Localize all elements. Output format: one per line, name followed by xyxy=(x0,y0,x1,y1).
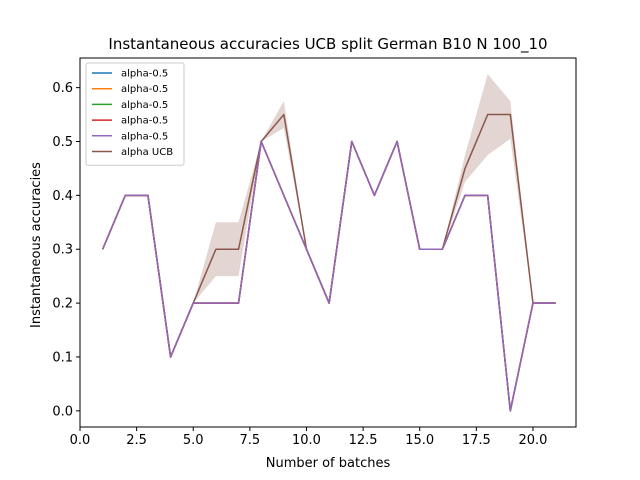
y-tick-label: 0.6 xyxy=(52,81,73,96)
y-tick-label: 0.2 xyxy=(52,297,73,312)
x-axis-label: Number of batches xyxy=(266,456,391,471)
axes-frame xyxy=(79,57,577,428)
legend-label-1: alpha-0.5 xyxy=(121,69,168,80)
x-tick-label: 5.0 xyxy=(183,433,204,448)
x-tick-label: 15.0 xyxy=(405,433,434,448)
y-axis-label: Instantaneous accuracies xyxy=(29,162,44,328)
legend-label-2: alpha-0.5 xyxy=(121,84,168,95)
series-line-5 xyxy=(101,140,556,412)
x-tick-label: 0.0 xyxy=(70,433,91,448)
y-tick-label: 0.1 xyxy=(52,350,73,365)
plot-area xyxy=(101,74,556,412)
x-tick-label: 10.0 xyxy=(292,433,321,448)
y-tick-label: 0.3 xyxy=(52,243,73,258)
x-tick-label: 12.5 xyxy=(349,433,378,448)
legend-label-5: alpha-0.5 xyxy=(121,131,168,142)
y-tick-label: 0.0 xyxy=(52,404,73,419)
x-tick-label: 2.5 xyxy=(126,433,147,448)
chart-title: Instantaneous accuracies UCB split Germa… xyxy=(108,35,547,54)
x-tick-label: 20.0 xyxy=(518,433,547,448)
y-axis: 0.0 0.1 0.2 0.3 0.4 0.5 0.6 xyxy=(52,81,80,419)
legend: alpha-0.5 alpha-0.5 alpha-0.5 alpha-0.5 alph… xyxy=(85,62,185,166)
y-tick-label: 0.5 xyxy=(52,135,73,150)
legend-label-4: alpha-0.5 xyxy=(121,116,168,127)
x-axis: 0.0 2.5 5.0 7.5 10.0 12.5 15.0 17.5 20.0 xyxy=(70,427,547,448)
legend-label-6: alpha UCB xyxy=(121,147,173,158)
confidence-band-6 xyxy=(102,74,556,357)
legend-label-3: alpha-0.5 xyxy=(121,100,168,111)
x-tick-label: 17.5 xyxy=(462,433,491,448)
y-tick-label: 0.4 xyxy=(52,189,73,204)
x-tick-label: 7.5 xyxy=(240,433,261,448)
